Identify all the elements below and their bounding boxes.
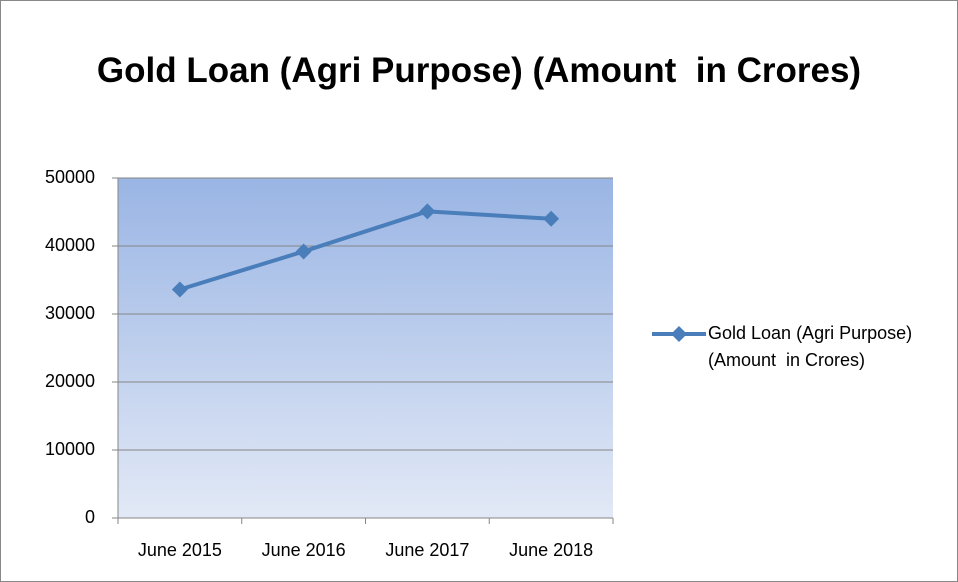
x-tick-label: June 2018: [509, 540, 593, 560]
series-line: [179, 209, 552, 292]
chart-title: Gold Loan (Agri Purpose) (Amount in Cror…: [96, 51, 862, 90]
data-point: [171, 281, 188, 298]
y-tick-label: 20000: [45, 371, 95, 391]
x-tick-label: June 2015: [138, 540, 222, 560]
x-tick-label: June 2016: [262, 540, 346, 560]
x-tick-label: June 2017: [385, 540, 469, 560]
data-point: [543, 210, 560, 227]
data-point: [295, 243, 312, 260]
y-tick-label: 10000: [45, 439, 95, 459]
data-point: [419, 203, 436, 220]
y-tick-label: 0: [85, 507, 95, 527]
y-tick-label: 50000: [45, 167, 95, 187]
y-tick-label: 40000: [45, 235, 95, 255]
legend-marker: [671, 326, 687, 342]
y-tick-label: 30000: [45, 303, 95, 323]
legend-label: Gold Loan (Agri Purpose) (Amount in Cror…: [708, 323, 918, 370]
plot-area: [118, 178, 613, 518]
